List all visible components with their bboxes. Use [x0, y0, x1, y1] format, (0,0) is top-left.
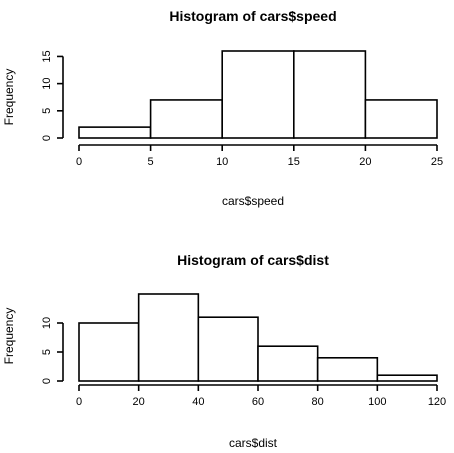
histogram-bar — [292, 50, 367, 139]
histogram-bar — [221, 50, 295, 139]
histogram-bar — [197, 316, 259, 382]
histogram-bar — [78, 126, 152, 139]
x-axis-label: cars$speed — [222, 194, 284, 208]
histogram-bar — [376, 374, 438, 382]
y-tick-label: 5 — [41, 108, 53, 114]
x-tick-label: 0 — [76, 396, 82, 408]
x-tick-label: 25 — [431, 156, 443, 168]
histogram-bar — [364, 99, 438, 139]
chart-title: Histogram of cars$dist — [177, 252, 329, 268]
x-tick-label: 60 — [252, 396, 264, 408]
y-axis-label: Frequency — [2, 69, 16, 126]
x-tick-label: 5 — [148, 156, 154, 168]
histogram-bar — [137, 293, 200, 382]
y-tick-label: 0 — [41, 378, 53, 384]
y-tick-label: 10 — [41, 317, 53, 329]
x-tick-label: 80 — [312, 396, 324, 408]
bars — [78, 50, 438, 139]
x-tick-label: 120 — [428, 396, 446, 408]
x-tick-label: 20 — [133, 396, 145, 408]
histogram-bar — [149, 99, 224, 139]
speed-histogram-panel: Histogram of cars$speed cars$speed Frequ… — [2, 8, 443, 208]
y-tick-label: 10 — [41, 78, 53, 90]
y-tick-label: 15 — [41, 50, 53, 62]
histogram-bar — [257, 345, 319, 382]
x-axis: 0 5 10 15 20 25 — [76, 144, 443, 168]
y-axis: 0 5 10 — [41, 317, 64, 384]
histogram-bar — [316, 356, 379, 382]
y-tick-label: 5 — [41, 349, 53, 355]
y-axis: 0 5 10 15 — [41, 50, 64, 141]
y-axis-label: Frequency — [2, 308, 16, 365]
bars — [78, 293, 438, 382]
x-tick-label: 0 — [76, 156, 82, 168]
x-tick-label: 100 — [368, 396, 386, 408]
x-tick-label: 15 — [288, 156, 300, 168]
chart-title: Histogram of cars$speed — [169, 8, 336, 24]
y-tick-label: 0 — [41, 135, 53, 141]
x-axis-label: cars$dist — [229, 436, 278, 450]
x-tick-label: 10 — [216, 156, 228, 168]
x-tick-label: 40 — [192, 396, 204, 408]
x-tick-label: 20 — [359, 156, 371, 168]
x-axis: 0 20 40 60 80 100 120 — [76, 384, 446, 408]
histogram-bar — [78, 322, 140, 382]
dist-histogram-panel: Histogram of cars$dist cars$dist Frequen… — [2, 252, 446, 450]
